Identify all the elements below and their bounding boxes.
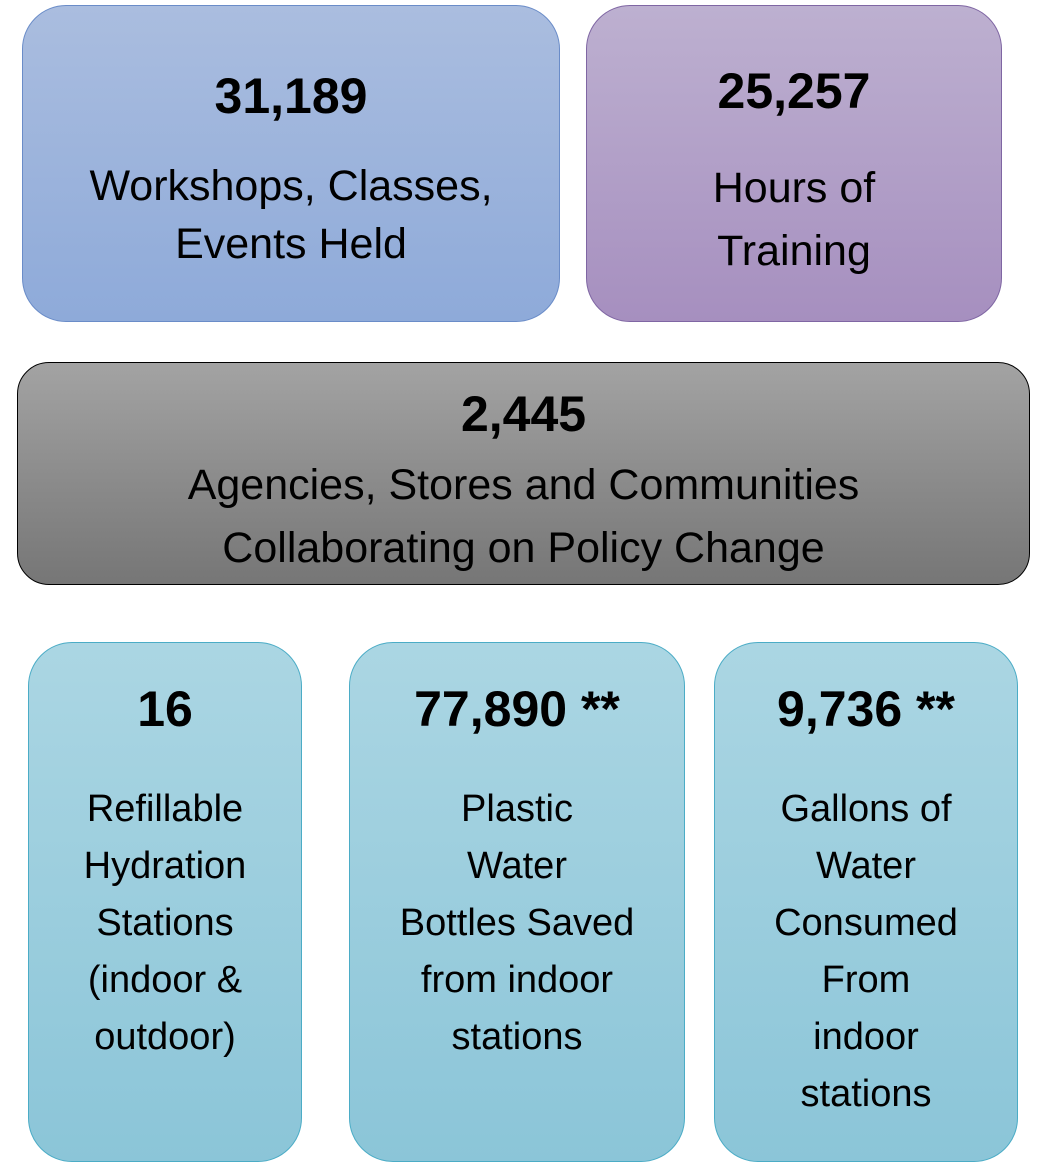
stat-label: indoor xyxy=(813,1016,919,1058)
stat-label: outdoor) xyxy=(94,1016,236,1058)
stat-label: (indoor & xyxy=(87,959,243,1001)
stat-label: stations xyxy=(800,1073,932,1115)
stat-label: Collaborating on Policy Change xyxy=(222,523,825,572)
stat-label: Agencies, Stores and Communities xyxy=(187,460,860,509)
stat-value: 77,890 ** xyxy=(414,681,620,737)
stat-label: Events Held xyxy=(175,219,407,268)
stat-value: 2,445 xyxy=(460,386,587,442)
stat-label: Training xyxy=(717,226,871,275)
stat-card: 77,890 ** Plastic Water Bottles Saved from i… xyxy=(349,642,685,1162)
infographic: 31,189 Workshops, Classes, Events Held 25,2… xyxy=(17,5,1030,1162)
stat-label: from indoor xyxy=(420,959,614,1001)
stat-card: 16 Refillable Hydration Stations (indoor & ou… xyxy=(28,642,302,1162)
stat-value: 25,257 xyxy=(717,63,871,119)
stat-label: stations xyxy=(451,1016,583,1058)
stat-label: From xyxy=(821,959,911,1001)
stat-label: Consumed xyxy=(774,902,958,944)
stat-label: Hours of xyxy=(712,163,876,212)
stat-label: Plastic xyxy=(461,788,573,830)
stat-label: Hydration xyxy=(83,845,247,887)
stat-label: Water xyxy=(816,845,916,887)
stat-card: 25,257 Hours of Training xyxy=(586,5,1002,322)
stat-card: 2,445 Agencies, Stores and Communities Col… xyxy=(17,362,1030,585)
stat-value: 9,736 ** xyxy=(777,681,955,737)
stat-card: 31,189 Workshops, Classes, Events Held xyxy=(22,5,560,322)
stat-value: 31,189 xyxy=(214,68,368,124)
stat-label: Stations xyxy=(96,902,234,944)
stat-label: Gallons of xyxy=(780,788,952,830)
stat-value: 16 xyxy=(137,681,193,737)
stat-label: Workshops, Classes, xyxy=(89,161,493,210)
stat-label: Water xyxy=(467,845,567,887)
stat-label: Bottles Saved xyxy=(399,902,635,944)
stat-card: 9,736 ** Gallons of Water Consumed From indoo… xyxy=(714,642,1018,1162)
stat-label: Refillable xyxy=(86,788,244,830)
